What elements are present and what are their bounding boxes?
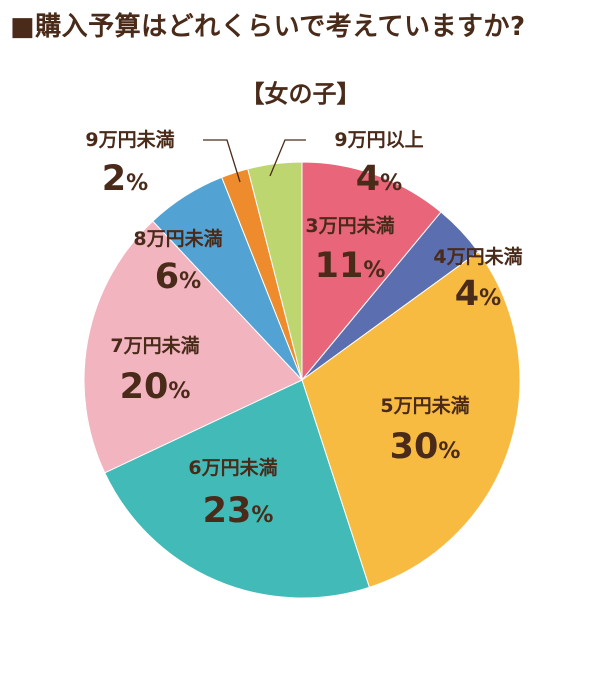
slice-label: 4万円未満 [433, 245, 522, 268]
slice-value: 11% [315, 246, 386, 286]
pie-slice [83, 220, 303, 474]
slice-label: 7万円未満 [110, 334, 199, 357]
slice-value: 2% [102, 159, 148, 199]
slice-value: 4% [455, 274, 501, 314]
chart-title: ■購入予算はどれくらいで考えていますか? [10, 12, 526, 42]
slice-labels: 3万円未満 11% 4万円未満 4% 5万円未満 30% 6万円未満 23% 7万円未満 20% 8… [85, 128, 522, 531]
pie-slice [104, 379, 371, 599]
pie-slice [301, 251, 521, 588]
slice-label: 9万円以上 [334, 129, 423, 151]
chart-subtitle: 【女の子】 [240, 80, 361, 108]
slice-label: 5万円未満 [380, 394, 469, 417]
slice-label: 6万円未満 [188, 456, 277, 479]
slice-value: 4% [356, 159, 402, 199]
leader-line [203, 139, 241, 183]
pie-slice [301, 161, 442, 382]
leader-lines [203, 139, 306, 183]
slice-value: 30% [390, 427, 461, 467]
slice-value: 20% [120, 367, 191, 407]
slice-label: 9万円未満 [85, 128, 174, 151]
slice-label: 3万円未満 [305, 214, 394, 237]
leader-line [269, 139, 306, 177]
slice-value: 6% [155, 257, 201, 297]
slice-label: 8万円未満 [133, 227, 222, 250]
slice-value: 23% [203, 491, 274, 531]
